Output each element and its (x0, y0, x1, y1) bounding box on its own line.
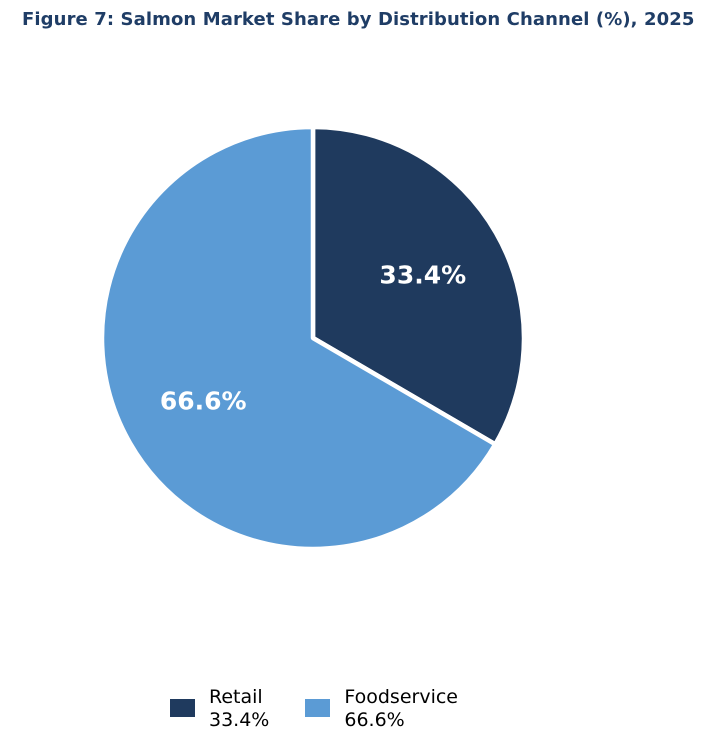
legend-label-foodservice: Foodservice (344, 686, 458, 708)
pie-slice-foodservice (99, 124, 498, 552)
legend: Retail 33.4% Foodservice 66.6% (170, 686, 458, 732)
legend-swatch-retail (170, 699, 195, 717)
legend-text-retail: Retail 33.4% (209, 686, 269, 732)
legend-item-foodservice: Foodservice 66.6% (305, 686, 458, 732)
legend-text-foodservice: Foodservice 66.6% (344, 686, 458, 732)
pie-slice-retail (310, 124, 527, 447)
pie-slice-label-retail: 33.4% (379, 260, 466, 289)
legend-item-retail: Retail 33.4% (170, 686, 269, 732)
pie-slice-label-foodservice: 66.6% (160, 387, 247, 416)
legend-swatch-foodservice (305, 699, 331, 717)
legend-value-foodservice: 66.6% (344, 709, 405, 731)
chart-title: Figure 7: Salmon Market Share by Distrib… (22, 9, 695, 30)
legend-value-retail: 33.4% (209, 709, 270, 731)
legend-label-retail: Retail (209, 686, 263, 708)
